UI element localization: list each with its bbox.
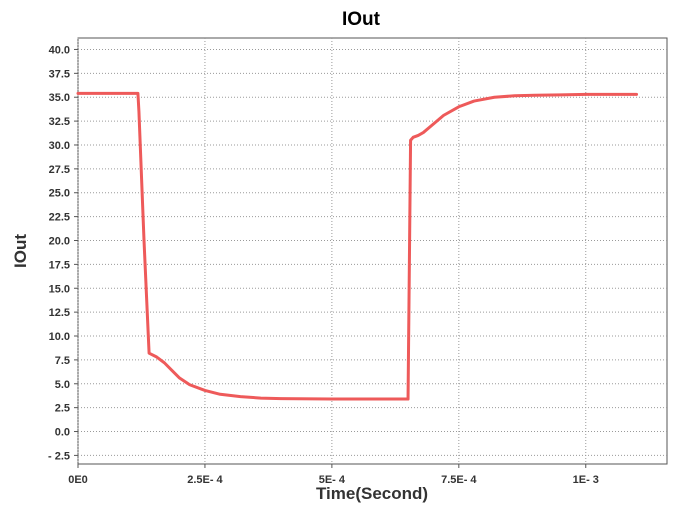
x-axis-label: Time(Second) <box>316 484 428 503</box>
y-tick-label: 25.0 <box>49 188 70 200</box>
y-tick-label: 2.5 <box>55 403 70 415</box>
series-layer <box>76 91 639 401</box>
y-tick-label: 17.5 <box>49 259 70 271</box>
x-tick-label: 7.5E- 4 <box>441 474 477 486</box>
plot-area <box>77 37 668 465</box>
y-tick-label: 12.5 <box>49 307 70 319</box>
y-tick-label: 35.0 <box>49 92 70 104</box>
y-tick-label: - 2.5 <box>48 450 70 462</box>
y-tick-label: 7.5 <box>55 355 70 367</box>
y-tick-label: 20.0 <box>49 235 70 247</box>
y-tick-label: 15.0 <box>49 283 70 295</box>
x-tick-label: 1E- 3 <box>573 474 599 486</box>
y-tick-label: 22.5 <box>49 212 70 224</box>
grid <box>77 38 667 464</box>
series-line <box>76 91 639 401</box>
y-tick-label: 40.0 <box>49 44 70 56</box>
y-tick-label: 10.0 <box>49 331 70 343</box>
y-axis-label: IOut <box>11 234 30 268</box>
x-tick-label: 5E- 4 <box>319 474 346 486</box>
y-tick-label: 32.5 <box>49 116 70 128</box>
x-tick-label: 2.5E- 4 <box>187 474 223 486</box>
y-tick-label: 30.0 <box>49 140 70 152</box>
axis-ticks: 40.0 37.5 35.0 32.5 30.0 27.5 25.0 22.5 20.0 17.5… <box>48 44 599 486</box>
y-tick-label: 27.5 <box>49 164 70 176</box>
x-tick-label: 0E0 <box>68 474 88 486</box>
chart-title: IOut <box>342 9 381 30</box>
y-tick-label: 5.0 <box>55 379 70 391</box>
y-tick-label: 0.0 <box>55 427 70 439</box>
y-tick-label: 37.5 <box>49 68 70 80</box>
